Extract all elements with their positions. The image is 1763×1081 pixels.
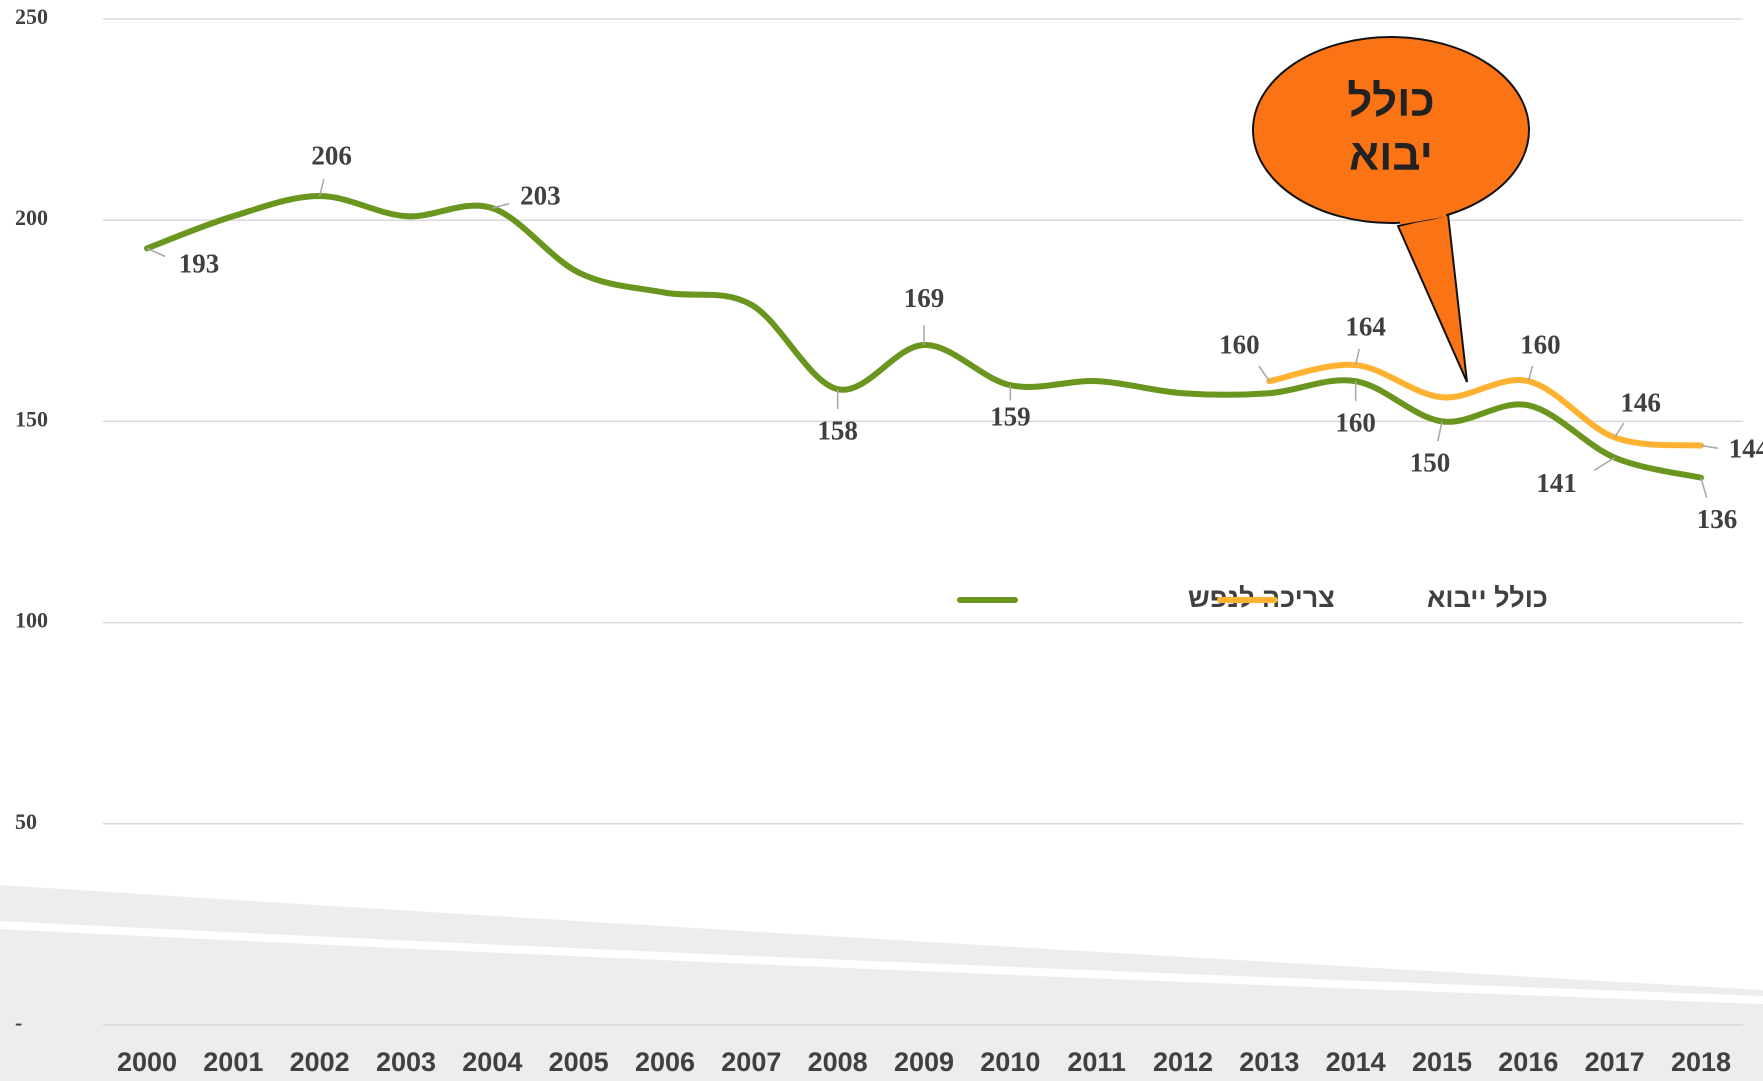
callout-text: כולל xyxy=(1347,77,1435,126)
data-label: 160 xyxy=(1520,329,1561,359)
data-label: 141 xyxy=(1536,468,1577,498)
x-tick-label: 2000 xyxy=(117,1047,177,1077)
y-tick-label: 50 xyxy=(15,809,37,834)
leader-line xyxy=(1700,444,1718,449)
x-tick-label: 2006 xyxy=(635,1047,695,1077)
x-tick-label: 2001 xyxy=(203,1047,263,1077)
x-tick-label: 2014 xyxy=(1326,1047,1386,1077)
data-label: 159 xyxy=(990,401,1031,431)
leader-line xyxy=(1437,421,1443,442)
x-tick-label: 2017 xyxy=(1585,1047,1645,1077)
line-series xyxy=(1266,361,1704,449)
x-tick-label: 2004 xyxy=(462,1047,522,1077)
x-tick-label: 2002 xyxy=(290,1047,350,1077)
x-tick-label: 2008 xyxy=(808,1047,868,1077)
x-tick-label: 2010 xyxy=(980,1047,1040,1077)
leader-line xyxy=(1527,365,1534,382)
data-label: 136 xyxy=(1697,504,1738,534)
leader-line xyxy=(1354,348,1360,366)
background-swoosh xyxy=(0,885,1763,1081)
legend-label: כולל ייבוא xyxy=(1427,583,1548,613)
x-tick-label: 2005 xyxy=(549,1047,609,1077)
data-label: 193 xyxy=(179,249,220,279)
background-stripe xyxy=(0,921,1763,1004)
y-tick-label: 200 xyxy=(15,205,48,230)
data-label: 146 xyxy=(1620,388,1661,418)
data-label: 144 xyxy=(1729,434,1763,464)
x-tick-label: 2015 xyxy=(1412,1047,1472,1077)
x-tick-label: 2013 xyxy=(1239,1047,1299,1077)
x-tick-label: 2003 xyxy=(376,1047,436,1077)
leader-line xyxy=(146,247,166,258)
leader-line xyxy=(1614,422,1625,438)
x-tick-label: 2016 xyxy=(1498,1047,1558,1077)
callout-join xyxy=(1399,211,1447,225)
data-label: 158 xyxy=(817,415,858,445)
x-tick-label: 2009 xyxy=(894,1047,954,1077)
callout: כולל יבוא xyxy=(1252,36,1530,383)
x-tick-label: 2018 xyxy=(1671,1047,1731,1077)
x-tick-label: 2011 xyxy=(1067,1047,1126,1077)
leader-line xyxy=(318,178,325,197)
callout-text: יבוא xyxy=(1349,131,1433,180)
y-tick-label: 150 xyxy=(15,406,48,431)
y-tick-label: 250 xyxy=(15,4,48,29)
leader-line xyxy=(1258,365,1270,382)
data-label: 150 xyxy=(1410,448,1451,478)
leader-line xyxy=(492,202,510,209)
x-tick-label: 2012 xyxy=(1153,1047,1213,1077)
leader-line xyxy=(1700,477,1708,498)
y-tick-label: - xyxy=(15,1010,22,1035)
y-tick-label: 100 xyxy=(15,608,48,633)
x-tick-label: 2007 xyxy=(721,1047,781,1077)
data-label: 164 xyxy=(1345,311,1386,341)
data-label: 169 xyxy=(904,283,945,313)
data-label: 203 xyxy=(520,180,561,210)
data-label: 206 xyxy=(311,140,352,170)
callout-tail xyxy=(1396,212,1468,383)
data-label: 160 xyxy=(1335,407,1376,437)
callout-bubble xyxy=(1252,36,1530,224)
leader-line xyxy=(1593,456,1616,471)
data-label: 160 xyxy=(1219,329,1260,359)
